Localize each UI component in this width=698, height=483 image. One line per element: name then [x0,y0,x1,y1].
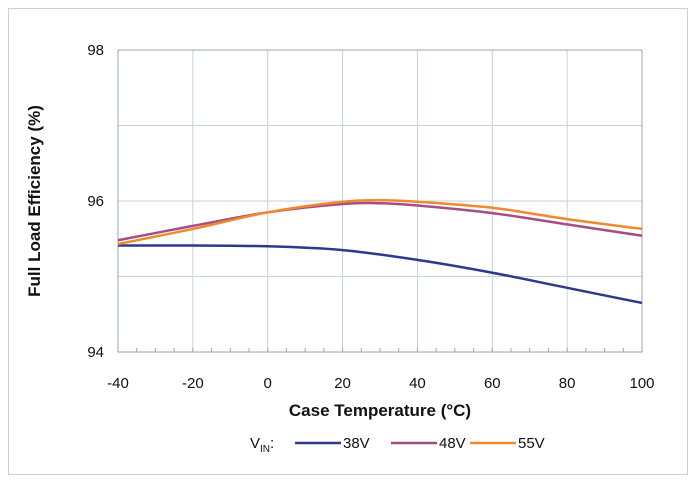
y-tick-labels: 94 96 98 [87,42,104,361]
legend-prefix-main: V [250,435,260,452]
series-line-55V [117,198,643,246]
legend: VIN: 38V 48V 55V [250,435,545,455]
x-tick-label: 80 [559,375,576,392]
chart-frame [8,8,688,475]
x-tick-label: 60 [484,375,501,392]
series-line-38V [117,244,643,305]
legend-prefix: VIN: [250,435,274,455]
legend-prefix-subscript: IN [260,444,270,455]
y-tick-label: 94 [87,344,104,361]
x-tick-label: 20 [334,375,351,392]
series-line-48V [117,201,643,242]
x-tick-label: 0 [264,375,272,392]
y-tick-label: 98 [87,42,104,59]
plot-area-border [117,49,643,353]
legend-prefix-colon: : [270,435,274,452]
x-tick-label: 100 [629,375,654,392]
x-tick-label: -40 [107,375,129,392]
x-tick-label: 40 [409,375,426,392]
series-layer [117,198,643,305]
legend-label-38V: 38V [343,435,370,452]
legend-label-48V: 48V [439,435,466,452]
x-axis-title: Case Temperature (°C) [289,401,471,420]
legend-label-55V: 55V [518,435,545,452]
x-tick-label: -20 [182,375,204,392]
x-tick-labels: -40 -20 0 20 40 60 80 100 [107,375,654,392]
y-axis-title: Full Load Efficiency (%) [25,105,44,297]
y-tick-label: 96 [87,193,104,210]
minor-ticks [117,348,643,352]
